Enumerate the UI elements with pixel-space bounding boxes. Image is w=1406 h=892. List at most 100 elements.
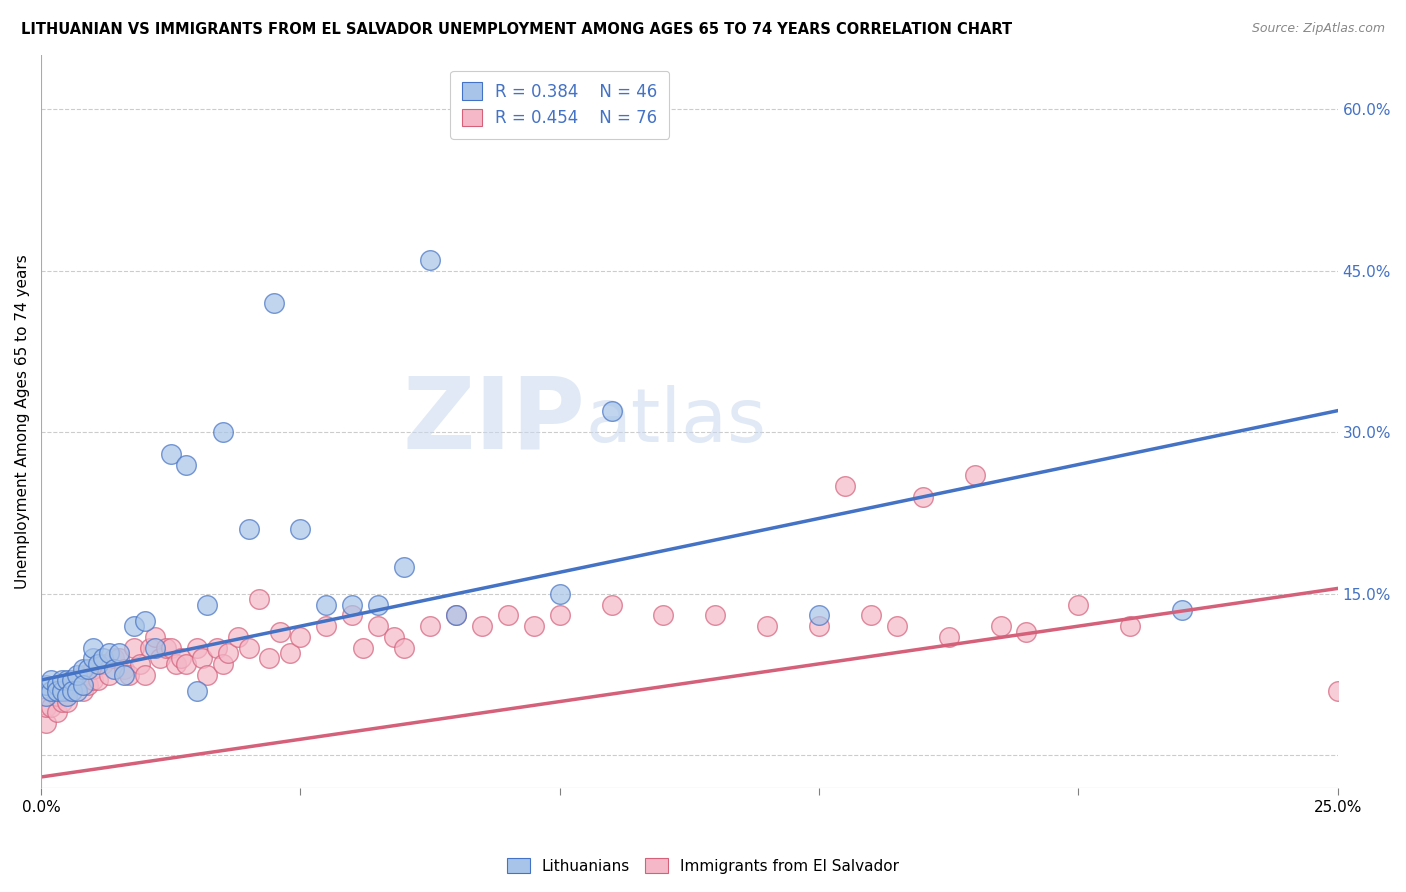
Point <box>1326 683 1348 698</box>
Point <box>35 689 58 703</box>
Text: LITHUANIAN VS IMMIGRANTS FROM EL SALVADOR UNEMPLOYMENT AMONG AGES 65 TO 74 YEARS: LITHUANIAN VS IMMIGRANTS FROM EL SALVADO… <box>21 22 1012 37</box>
Point <box>176 458 198 472</box>
Point <box>35 678 58 692</box>
Point <box>159 640 181 655</box>
Point <box>315 598 337 612</box>
Point <box>51 683 73 698</box>
Point <box>211 657 233 671</box>
Legend: Lithuanians, Immigrants from El Salvador: Lithuanians, Immigrants from El Salvador <box>501 852 905 880</box>
Point <box>45 683 67 698</box>
Point <box>93 651 115 665</box>
Point <box>238 522 260 536</box>
Point <box>56 683 79 698</box>
Point <box>134 614 156 628</box>
Text: Source: ZipAtlas.com: Source: ZipAtlas.com <box>1251 22 1385 36</box>
Point <box>444 608 467 623</box>
Point <box>155 640 177 655</box>
Point <box>207 640 229 655</box>
Point <box>56 673 79 687</box>
Point <box>51 683 73 698</box>
Point <box>886 619 908 633</box>
Point <box>60 673 83 687</box>
Point <box>352 640 374 655</box>
Point <box>124 640 146 655</box>
Point <box>911 490 934 504</box>
Point <box>392 560 415 574</box>
Point <box>756 619 779 633</box>
Point <box>51 673 73 687</box>
Point <box>176 657 198 671</box>
Point <box>600 598 623 612</box>
Point <box>103 651 125 665</box>
Point <box>159 447 181 461</box>
Point <box>217 646 239 660</box>
Point <box>808 619 831 633</box>
Point <box>290 522 312 536</box>
Point <box>195 667 218 681</box>
Point <box>808 608 831 623</box>
Point <box>143 640 166 655</box>
Point <box>195 598 218 612</box>
Point <box>72 678 94 692</box>
Point <box>419 252 441 267</box>
Point <box>523 619 546 633</box>
Point <box>1067 598 1090 612</box>
Point <box>66 667 89 681</box>
Point <box>118 667 141 681</box>
Point <box>1119 619 1142 633</box>
Point <box>471 619 494 633</box>
Point <box>704 608 727 623</box>
Point <box>444 608 467 623</box>
Point <box>45 678 67 692</box>
Point <box>45 689 67 703</box>
Point <box>247 592 270 607</box>
Point <box>226 630 249 644</box>
Point <box>834 479 856 493</box>
Point <box>548 587 571 601</box>
Point <box>87 657 110 671</box>
Text: ZIP: ZIP <box>402 373 586 470</box>
Point <box>76 678 98 692</box>
Point <box>263 296 285 310</box>
Point <box>367 619 389 633</box>
Point <box>149 651 172 665</box>
Point <box>191 651 214 665</box>
Y-axis label: Unemployment Among Ages 65 to 74 years: Unemployment Among Ages 65 to 74 years <box>15 254 30 589</box>
Point <box>600 403 623 417</box>
Point <box>342 598 364 612</box>
Text: atlas: atlas <box>586 385 766 458</box>
Point <box>238 640 260 655</box>
Point <box>112 667 135 681</box>
Point <box>278 646 301 660</box>
Point <box>35 700 58 714</box>
Point <box>108 646 131 660</box>
Point <box>392 640 415 655</box>
Point <box>186 683 208 698</box>
Point <box>496 608 519 623</box>
Point <box>186 640 208 655</box>
Point <box>60 683 83 698</box>
Point <box>76 662 98 676</box>
Point <box>82 640 104 655</box>
Point <box>419 619 441 633</box>
Point <box>108 651 131 665</box>
Point <box>139 640 162 655</box>
Point <box>93 657 115 671</box>
Point <box>66 678 89 692</box>
Point <box>859 608 882 623</box>
Point <box>367 598 389 612</box>
Point <box>72 667 94 681</box>
Point <box>97 667 120 681</box>
Point <box>41 673 63 687</box>
Point <box>128 657 150 671</box>
Point <box>963 468 986 483</box>
Legend: R = 0.384    N = 46, R = 0.454    N = 76: R = 0.384 N = 46, R = 0.454 N = 76 <box>450 70 669 139</box>
Point <box>548 608 571 623</box>
Point <box>170 651 193 665</box>
Point <box>51 695 73 709</box>
Point <box>35 716 58 731</box>
Point <box>315 619 337 633</box>
Point <box>72 662 94 676</box>
Point <box>60 683 83 698</box>
Point <box>990 619 1012 633</box>
